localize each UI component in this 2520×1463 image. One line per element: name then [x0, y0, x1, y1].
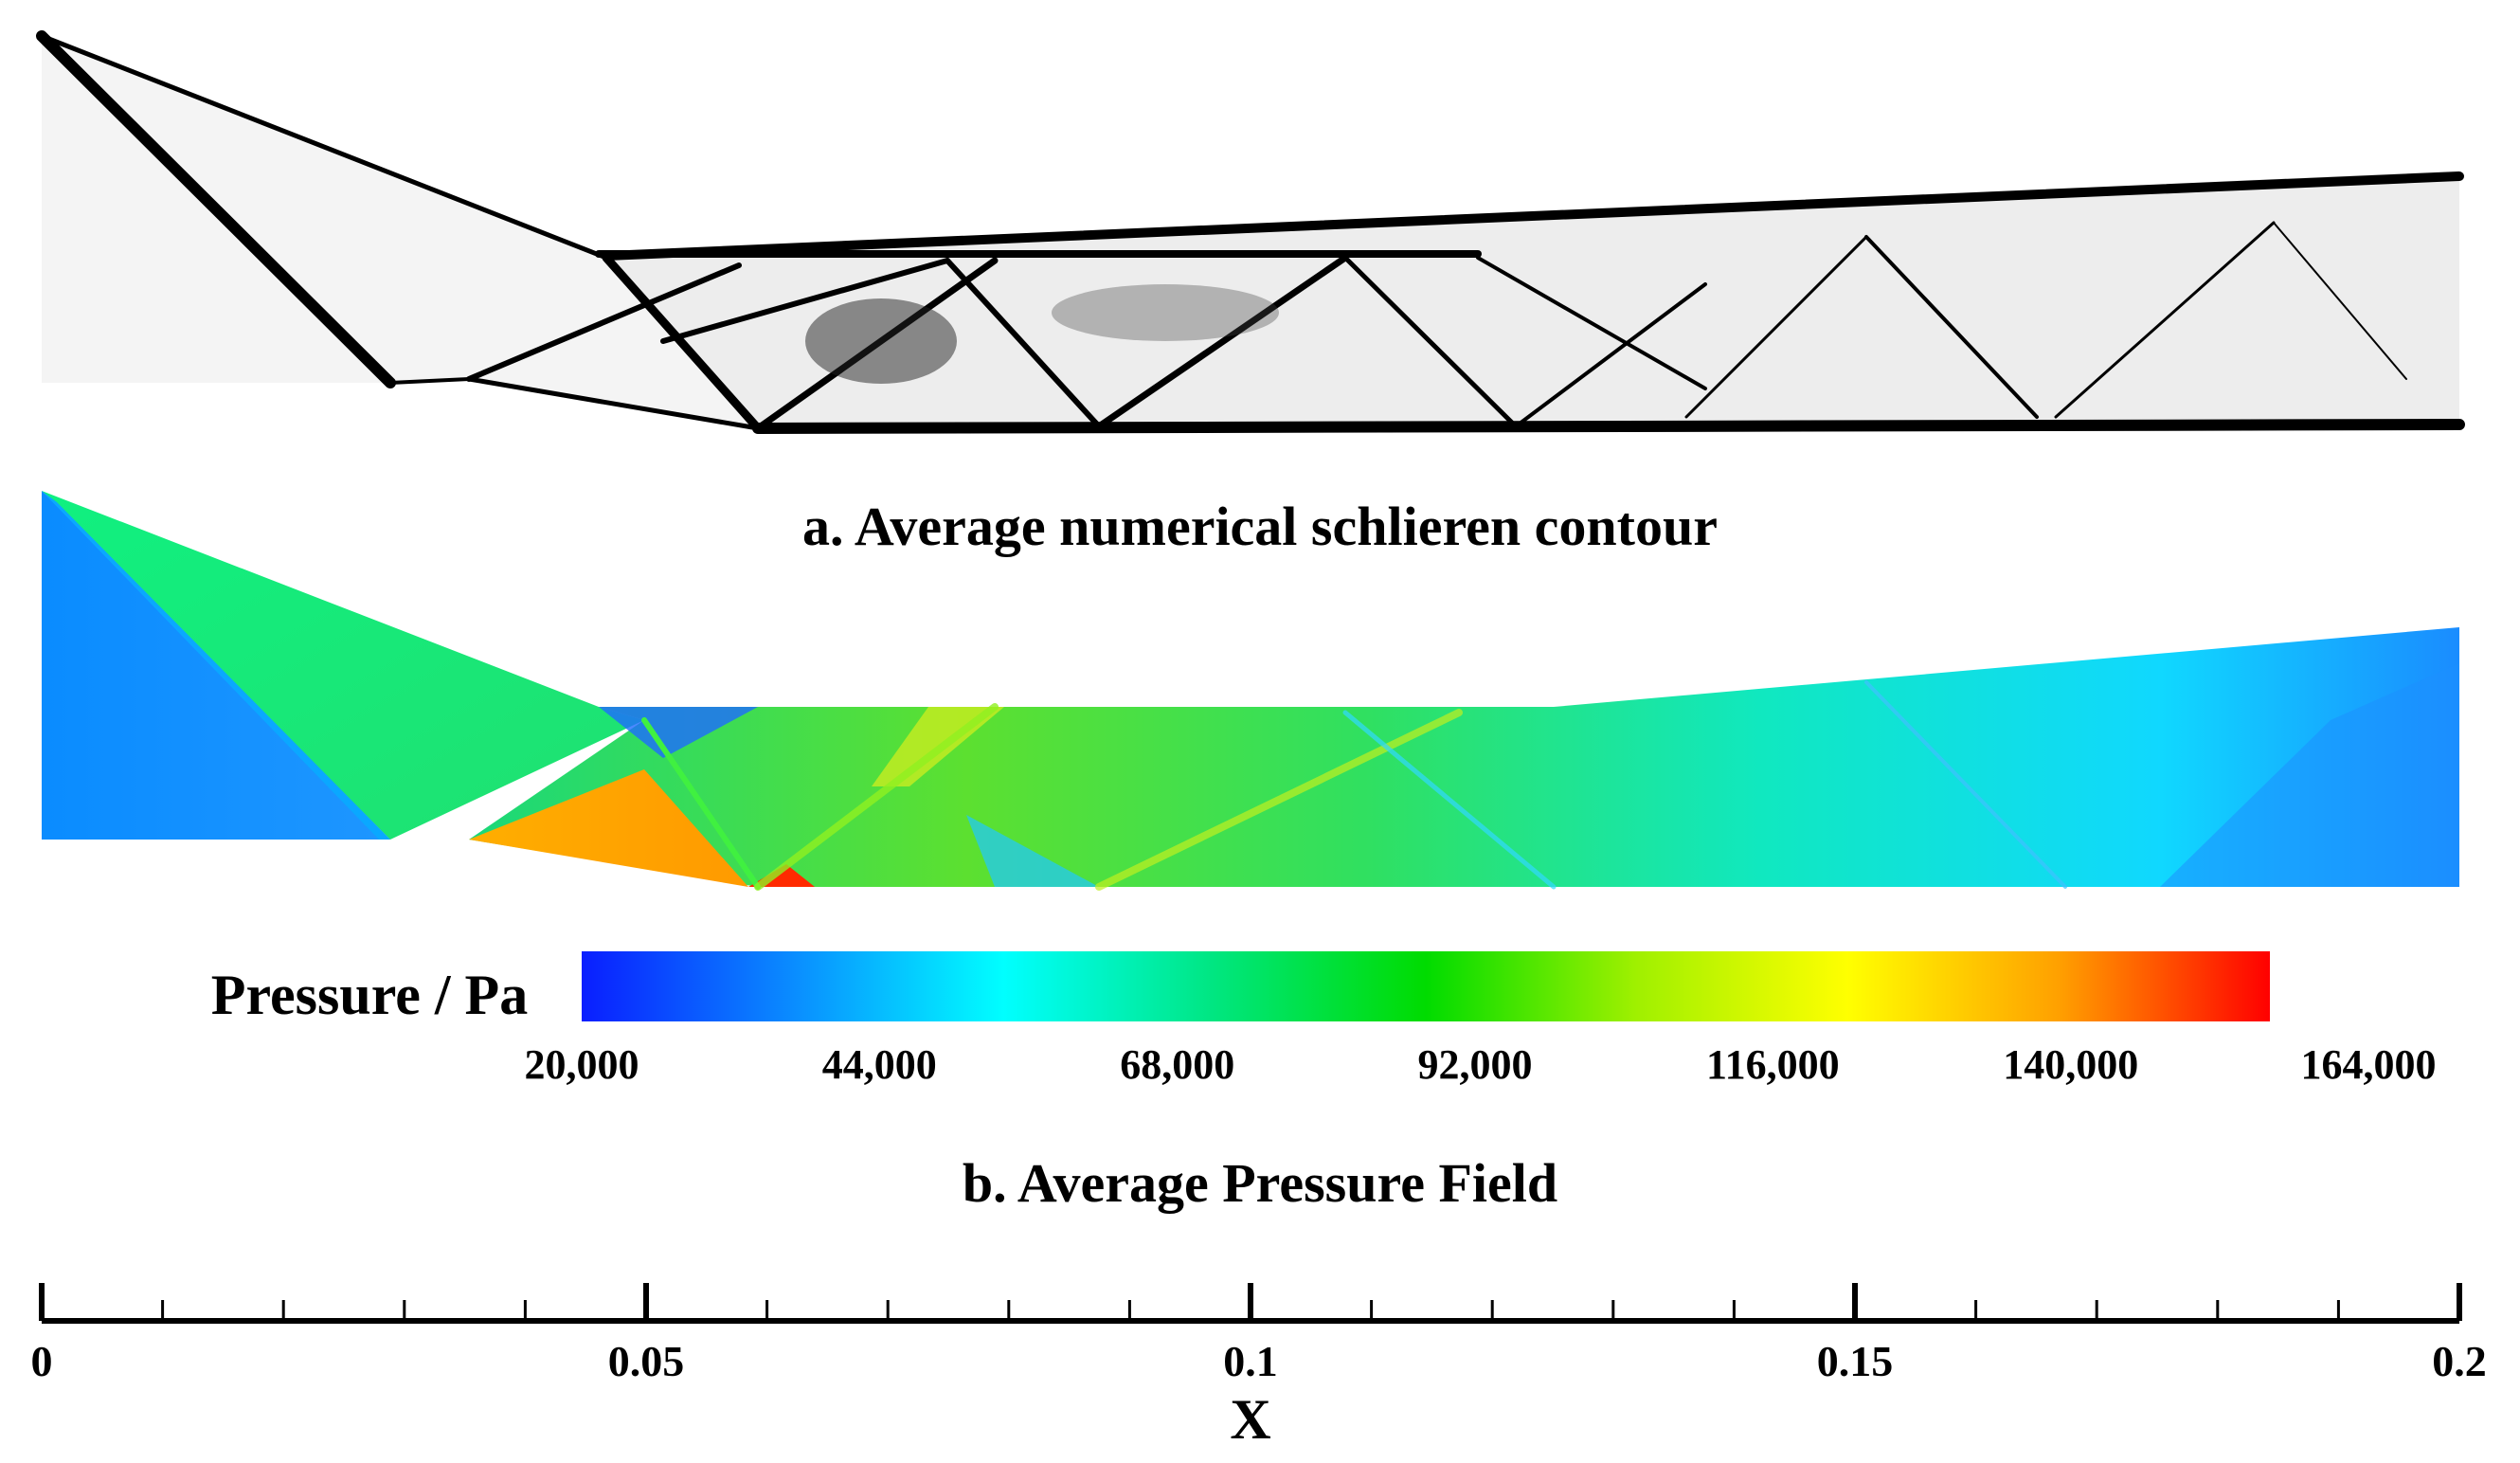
schlieren-reflect-3 [660, 258, 950, 344]
schlieren-reflect-8 [1514, 282, 1707, 428]
schlieren-dark-region-2 [1052, 284, 1279, 341]
colorbar-tick-label: 116,000 [1706, 1041, 1840, 1088]
colorbar: Pressure / Pa 20,000 44,000 68,000 92,000 11… [211, 951, 2437, 1088]
pressure-shock-4 [1342, 710, 1557, 890]
pressure-channel-region [469, 627, 2459, 887]
pressure-blue-corner [2160, 663, 2459, 887]
pressure-shock-1 [641, 717, 761, 890]
colorbar-tick-label: 140,000 [2003, 1041, 2138, 1088]
schlieren-reflect-7 [1342, 255, 1519, 429]
schlieren-ramp-edge [388, 377, 471, 385]
x-tick-label: 0.15 [1817, 1337, 1894, 1385]
pressure-ramp-region-edge [42, 491, 390, 840]
x-tick-label: 0.05 [608, 1337, 685, 1385]
schlieren-reflect-5 [945, 258, 1102, 429]
schlieren-reflect-13 [2273, 222, 2407, 380]
schlieren-reflect-6 [1095, 254, 1349, 430]
schlieren-lower-wall [752, 419, 2465, 434]
x-axis: 0 0.05 0.1 0.15 0.2 X [31, 1283, 2487, 1451]
schlieren-reflect-9 [1476, 256, 1707, 390]
schlieren-reflect-11 [1684, 235, 1868, 419]
x-tick-label: 0.2 [2432, 1337, 2487, 1385]
schlieren-reflect-10 [1864, 235, 2039, 419]
schlieren-reflect-1 [602, 253, 763, 433]
colorbar-tick-label: 44,000 [822, 1041, 937, 1088]
colorbar-tick-label: 68,000 [1120, 1041, 1234, 1088]
schlieren-cowl-shock [36, 30, 396, 388]
x-axis-label: X [1230, 1388, 1270, 1451]
pressure-shock-5 [1864, 680, 2067, 889]
colorbar-tick-label: 92,000 [1418, 1041, 1533, 1088]
colorbar-tick-labels: 20,000 44,000 68,000 92,000 116,000 140,000 16… [525, 1041, 2437, 1088]
colorbar-tick-label: 20,000 [525, 1041, 639, 1088]
pressure-blue-cowl-region [599, 707, 758, 758]
schlieren-dark-region [805, 298, 957, 384]
schlieren-upper-wall [602, 172, 2464, 261]
schlieren-ramp-shock [39, 33, 609, 261]
pressure-panel [42, 491, 2459, 891]
colorbar-strip [582, 951, 2270, 1021]
panel-a-caption: a. Average numerical schlieren contour [802, 496, 1718, 557]
schlieren-reflect-2 [466, 262, 742, 382]
pressure-cyan-band [966, 815, 1099, 887]
x-tick-label: 0.1 [1223, 1337, 1278, 1385]
x-tick-label: 0 [31, 1337, 53, 1385]
colorbar-label: Pressure / Pa [211, 964, 528, 1026]
pressure-ramp-region [42, 491, 644, 840]
panel-b-caption: b. Average Pressure Field [963, 1152, 1557, 1214]
pressure-orange-wedge [469, 769, 748, 887]
pressure-shock-2 [754, 703, 999, 891]
x-axis-ticks: 0 0.05 0.1 0.15 0.2 [31, 1283, 2487, 1385]
pressure-shock-3 [1095, 709, 1463, 891]
schlieren-panel [36, 30, 2465, 434]
schlieren-reflect-12 [2054, 221, 2276, 419]
colorbar-tick-label: 164,000 [2301, 1041, 2437, 1088]
schlieren-lower-ramp [466, 376, 761, 431]
